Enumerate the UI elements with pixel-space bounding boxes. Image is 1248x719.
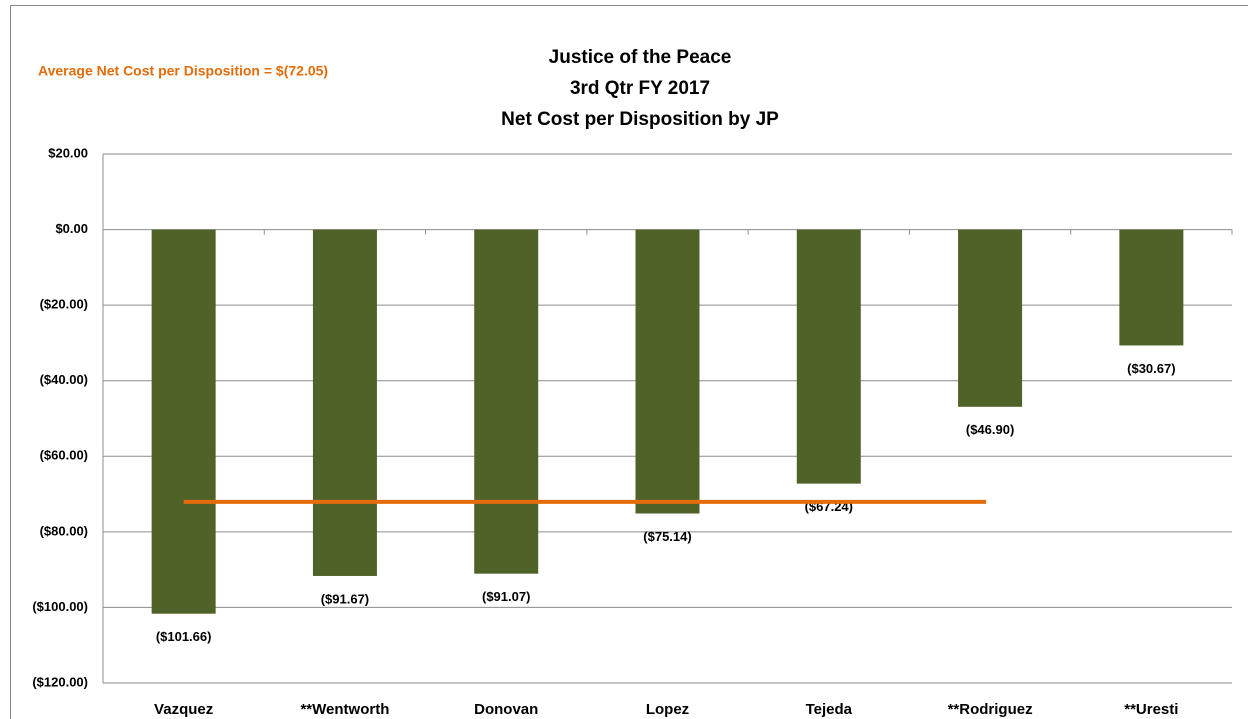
bar <box>1119 229 1184 346</box>
value-label: ($91.67) <box>321 591 369 606</box>
y-tick-label: ($20.00) <box>40 297 88 312</box>
chart-border <box>10 5 1248 719</box>
y-tick-label: $0.00 <box>55 221 88 236</box>
value-label: ($46.90) <box>966 422 1014 437</box>
value-label: ($75.14) <box>643 529 691 544</box>
x-tick-label: **Rodriguez <box>948 701 1033 718</box>
value-label: ($30.67) <box>1127 361 1175 376</box>
bar <box>312 229 377 576</box>
bar <box>474 229 539 574</box>
bar <box>151 229 216 614</box>
y-tick-label: ($120.00) <box>32 674 88 689</box>
y-tick-label: ($40.00) <box>40 372 88 387</box>
chart-title: 3rd Qtr FY 2017 <box>570 78 710 99</box>
x-tick-label: **Uresti <box>1124 701 1178 718</box>
bar <box>958 229 1023 407</box>
y-tick-label: ($100.00) <box>32 599 88 614</box>
average-label: Average Net Cost per Disposition = $(72.… <box>38 63 328 79</box>
value-label: ($101.66) <box>156 629 212 644</box>
x-tick-label: Donovan <box>474 701 538 718</box>
bar <box>796 229 861 484</box>
x-tick-label: Lopez <box>646 701 689 718</box>
bar <box>635 229 700 514</box>
x-tick-label: **Wentworth <box>300 701 389 718</box>
x-tick-label: Tejeda <box>806 701 853 718</box>
chart-title: Justice of the Peace <box>549 47 732 68</box>
chart-title: Net Cost per Disposition by JP <box>501 109 779 130</box>
x-tick-label: Vazquez <box>154 701 213 718</box>
y-tick-label: ($60.00) <box>40 448 88 463</box>
y-tick-label: ($80.00) <box>40 523 88 538</box>
value-label: ($91.07) <box>482 589 530 604</box>
y-tick-label: $20.00 <box>48 145 88 160</box>
